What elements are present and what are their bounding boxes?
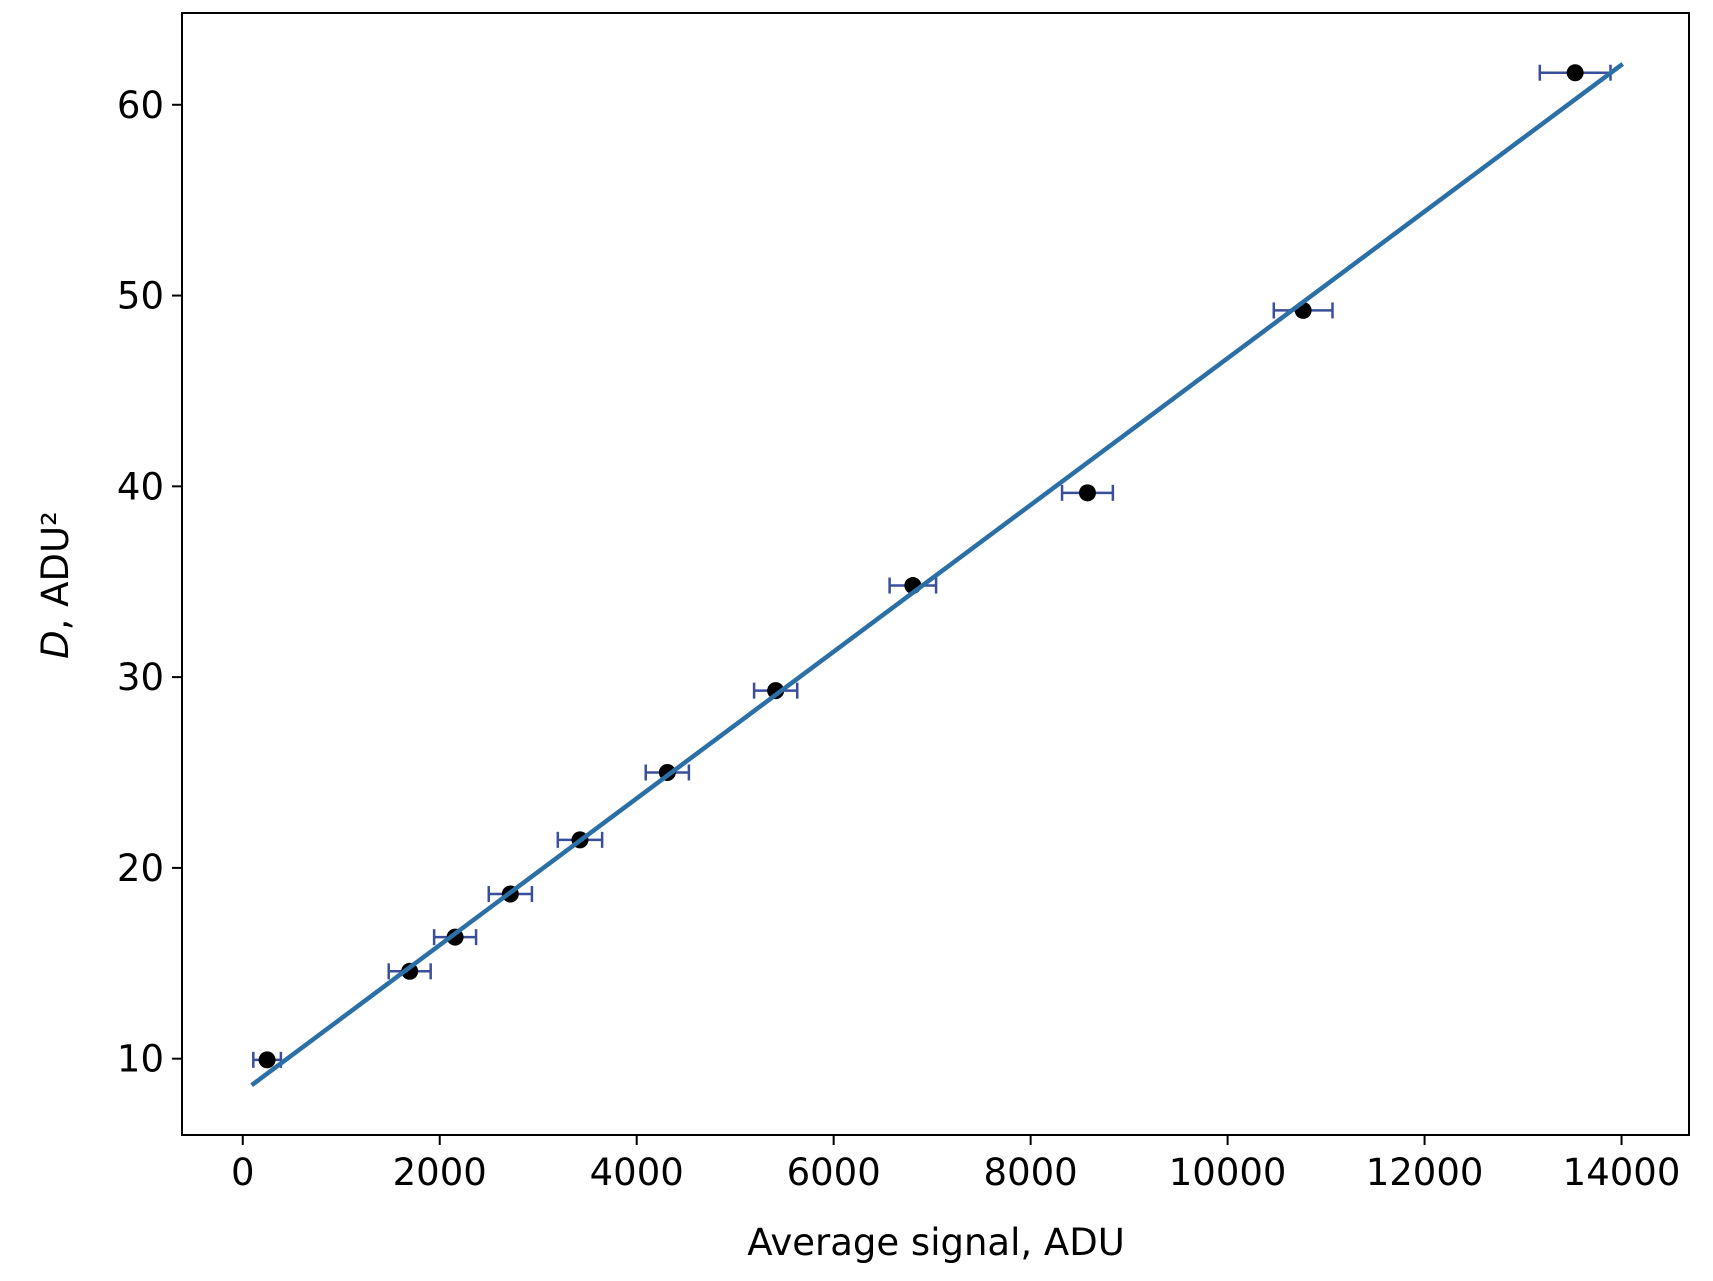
x-tick-label: 6000 <box>787 1151 881 1194</box>
x-tick-label: 12000 <box>1366 1151 1484 1194</box>
y-axis-label-italic: D <box>34 630 77 659</box>
y-axis-label: D, ADU² <box>34 511 77 659</box>
y-tick-label: 20 <box>117 847 164 890</box>
x-tick-label: 2000 <box>393 1151 487 1194</box>
x-axis-label: Average signal, ADU <box>747 1221 1125 1264</box>
point <box>1078 484 1096 502</box>
x-tick-label: 0 <box>231 1151 255 1194</box>
y-axis-label-rest: , ADU² <box>34 511 77 630</box>
y-tick-label: 50 <box>117 275 164 318</box>
y-tick-label: 60 <box>117 84 164 127</box>
point <box>258 1051 276 1069</box>
y-tick-label: 30 <box>117 656 164 699</box>
point <box>1566 64 1584 82</box>
y-tick-label: 40 <box>117 465 164 508</box>
point <box>767 682 785 700</box>
x-tick-label: 4000 <box>590 1151 684 1194</box>
y-tick-label: 10 <box>117 1038 164 1081</box>
fit-line <box>250 62 1625 1088</box>
plot-frame <box>181 12 1690 1136</box>
x-tick-label: 10000 <box>1169 1151 1287 1194</box>
x-tick-label: 14000 <box>1563 1151 1681 1194</box>
x-tick-label: 8000 <box>984 1151 1078 1194</box>
